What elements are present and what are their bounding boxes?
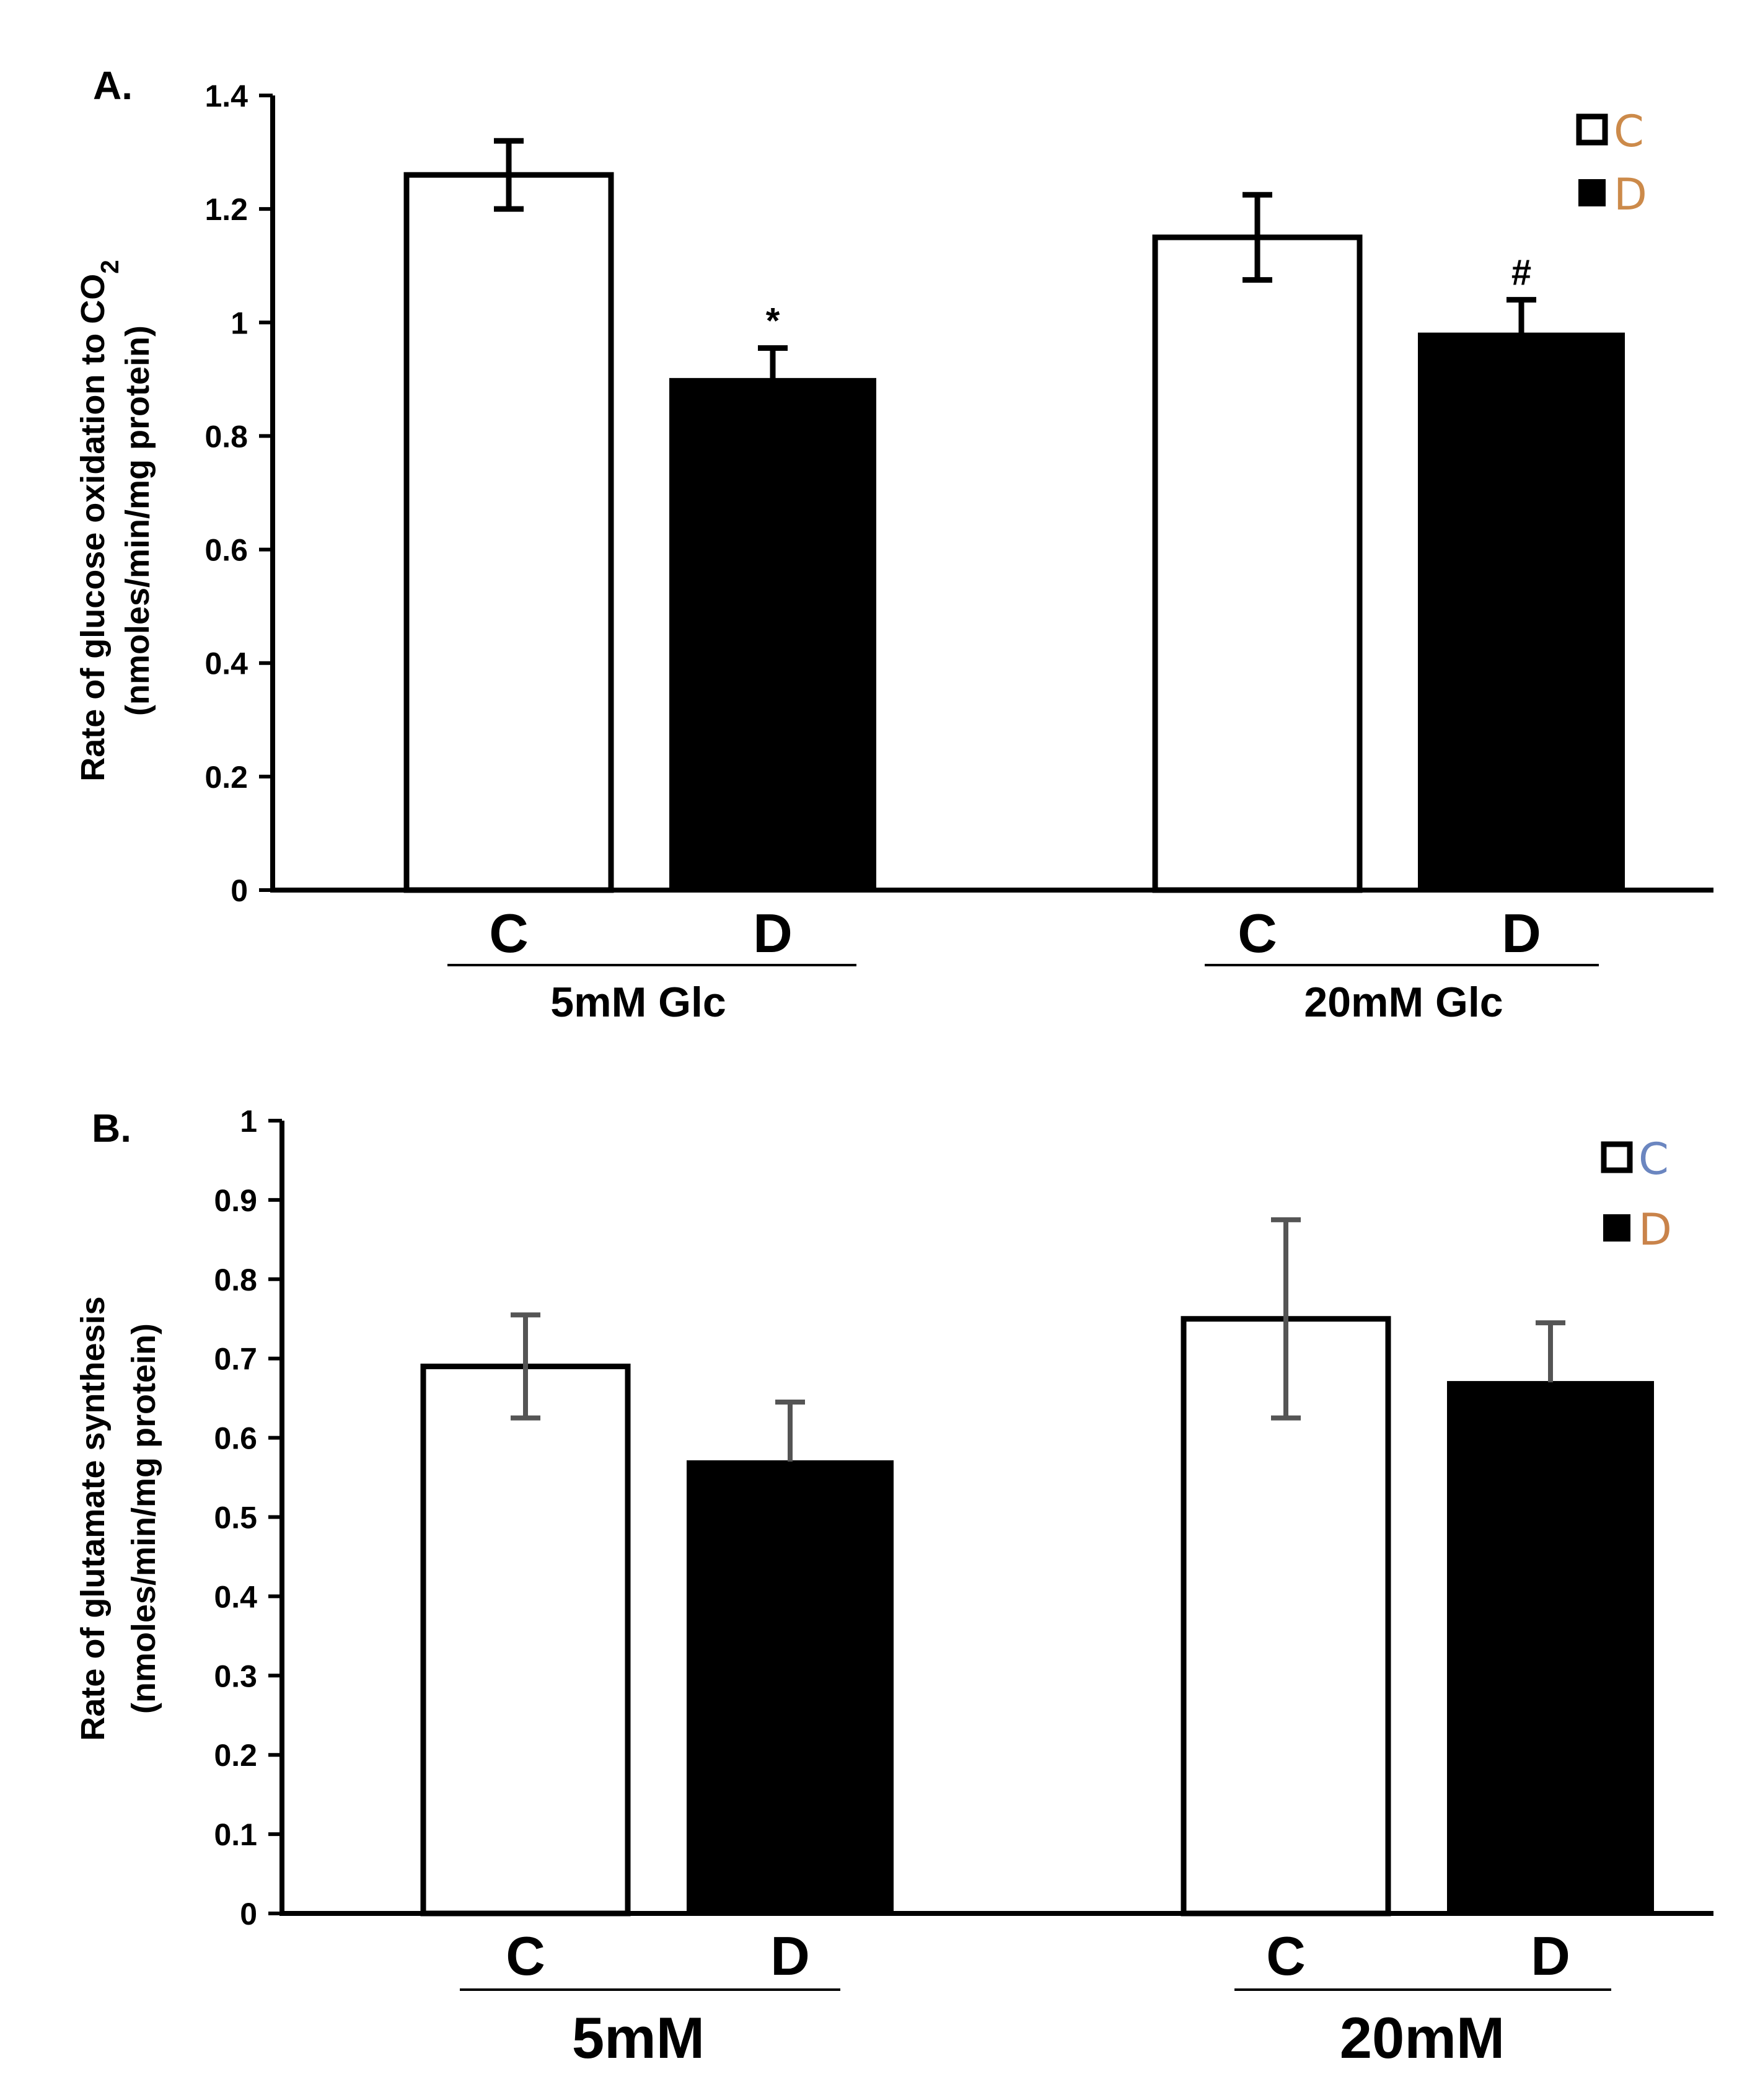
y-tick-label: 0.7: [214, 1342, 257, 1377]
x-category-label: D: [1502, 902, 1541, 964]
group-label: 20mM Glc: [1304, 979, 1503, 1026]
y-tick-label: 0.9: [214, 1183, 257, 1218]
legend-label: C: [1638, 1134, 1669, 1185]
error-bar: [1271, 1217, 1301, 1421]
y-tick-label: 0.2: [214, 1738, 257, 1773]
y-tick-label: 0.8: [205, 419, 248, 454]
x-category-label: C: [506, 1925, 545, 1987]
y-axis-title-units: (nmoles/min/mg protein): [119, 325, 156, 716]
legend-swatch: [1601, 1141, 1633, 1173]
y-tick-label: 1: [231, 306, 248, 340]
bar-5mm-c: [420, 1363, 631, 1917]
y-tick-label: 0.2: [205, 760, 248, 795]
chart-panel-a: A. Rate of glucose oxidation to CO2(nmole…: [74, 63, 1713, 1026]
error-bar: [775, 1400, 805, 1462]
legend-swatch: [1578, 179, 1606, 206]
y-tick-label: 0.4: [214, 1579, 257, 1614]
bar-20mm-glc-d: [1418, 332, 1625, 891]
bar-20mm-glc-c: [1152, 234, 1363, 893]
y-tick-label: 0.8: [214, 1263, 257, 1297]
y-tick-label: 0.6: [214, 1421, 257, 1456]
x-category-label: C: [489, 902, 529, 964]
y-axis-title: Rate of glutamate synthesis: [74, 1296, 112, 1740]
x-category-label: D: [1531, 1925, 1570, 1987]
y-axis-title: Rate of glucose oxidation to CO2: [74, 260, 124, 782]
chart-panel-b: B. Rate of glutamate synthesis (nmoles/min…: [74, 1104, 1713, 2070]
x-category-label: D: [770, 1925, 810, 1987]
legend-swatch: [1603, 1214, 1630, 1242]
x-category-label: C: [1266, 1925, 1306, 1987]
y-axis-title-subscript: 2: [95, 260, 124, 274]
panel-label: B.: [92, 1106, 131, 1150]
x-category-label: D: [753, 902, 793, 964]
significance-marker: *: [766, 301, 780, 341]
error-bar: [511, 1312, 540, 1421]
bar-5mm-d: [687, 1460, 894, 1915]
y-tick-label: 1.4: [205, 79, 248, 113]
error-bar: [494, 138, 524, 212]
bar-5mm-glc-c: [403, 172, 614, 893]
error-bar: [1243, 192, 1272, 283]
y-tick-label: 0: [231, 873, 248, 908]
y-tick-label: 1.2: [205, 192, 248, 227]
y-tick-label: 0.5: [214, 1501, 257, 1535]
y-tick-label: 0.3: [214, 1659, 257, 1693]
y-tick-label: 1: [240, 1104, 257, 1139]
y-tick-label: 0.6: [205, 533, 248, 568]
error-bar: [758, 345, 788, 379]
y-axis-title-units: (nmoles/min/mg protein): [125, 1323, 162, 1714]
error-bar: [1536, 1320, 1565, 1383]
y-tick-label: 0.1: [214, 1817, 257, 1852]
legend-label: D: [1638, 1204, 1672, 1255]
group-label: 5mM: [572, 2005, 705, 2070]
legend-label: C: [1614, 106, 1644, 157]
significance-marker: #: [1511, 253, 1531, 293]
bar-5mm-glc-d: [669, 377, 876, 891]
error-bar: [1506, 297, 1536, 334]
y-tick-label: 0: [240, 1897, 257, 1931]
legend-label: D: [1614, 169, 1647, 220]
legend: CD: [1601, 1134, 1672, 1255]
x-category-label: C: [1238, 902, 1277, 964]
legend-swatch: [1576, 113, 1608, 146]
legend: CD: [1576, 106, 1647, 220]
bar-20mm-d: [1447, 1381, 1654, 1915]
y-tick-label: 0.4: [205, 646, 248, 681]
panel-label: A.: [93, 63, 133, 108]
group-label: 5mM Glc: [550, 979, 726, 1026]
group-label: 20mM: [1340, 2005, 1505, 2070]
